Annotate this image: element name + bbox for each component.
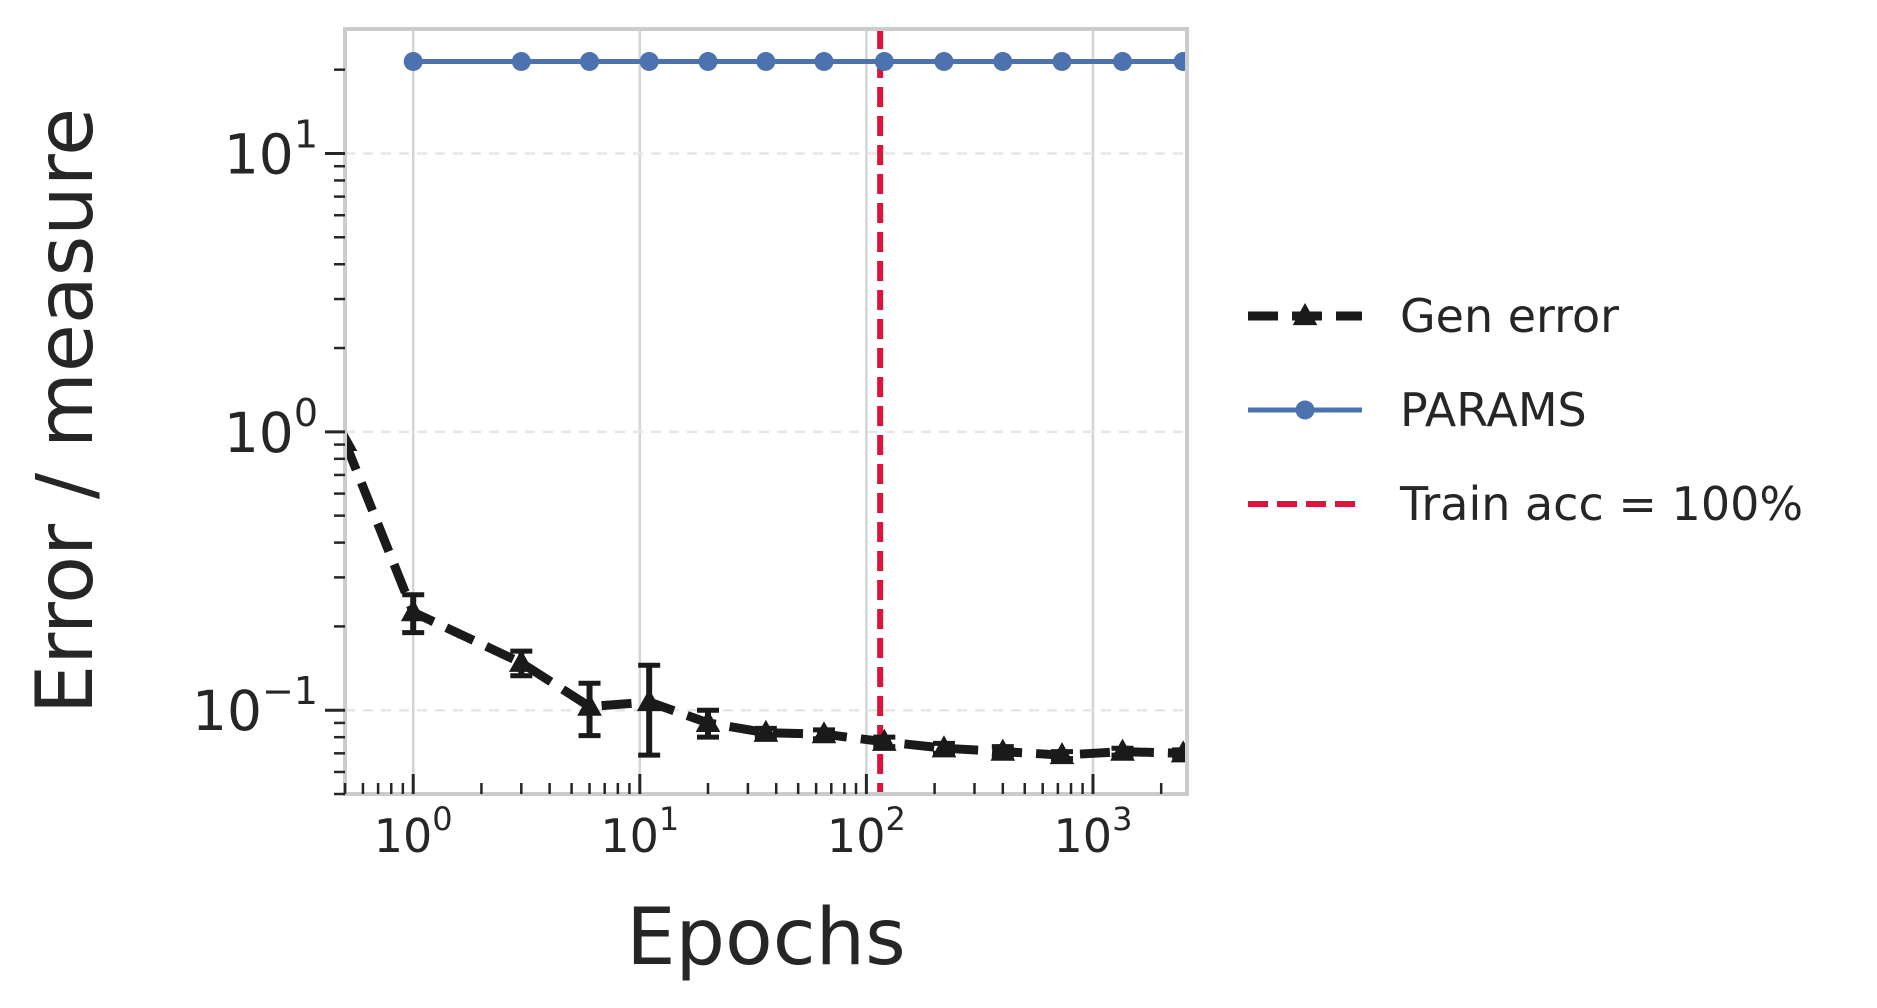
params-point xyxy=(698,51,718,71)
params-point xyxy=(756,51,776,71)
legend-label: PARAMS xyxy=(1400,383,1587,437)
gen-error-point xyxy=(636,689,662,712)
gen-error-point xyxy=(1170,740,1187,763)
gen-error-line xyxy=(345,440,1184,760)
x-tick-label: 102 xyxy=(827,800,906,863)
x-axis-label: Epochs xyxy=(626,893,905,983)
params-point xyxy=(993,51,1013,71)
grid xyxy=(345,29,1187,794)
x-tick-label: 101 xyxy=(600,800,679,863)
gen-error-point xyxy=(811,721,837,744)
legend-entry: Gen error xyxy=(1248,289,1619,343)
gen-error-point xyxy=(508,649,534,672)
legend-marker-circle xyxy=(1295,400,1315,420)
gen-error-point xyxy=(1049,742,1075,765)
gen-error-point xyxy=(753,719,779,742)
legend-entry: Train acc = 100% xyxy=(1248,477,1803,531)
legend-label: Train acc = 100% xyxy=(1399,477,1803,531)
params-point xyxy=(874,51,894,71)
params-point xyxy=(814,51,834,71)
y-tick-label: 100 xyxy=(224,391,318,465)
params-point xyxy=(934,51,954,71)
x-tick-label: 103 xyxy=(1054,800,1133,863)
legend: Gen error PARAMS Train acc = 100% xyxy=(1248,289,1803,531)
params-point xyxy=(1173,52,1187,71)
params-point xyxy=(1052,51,1072,71)
gen-error-point xyxy=(345,428,358,452)
params-point xyxy=(580,51,600,71)
legend-label: Gen error xyxy=(1400,289,1619,343)
plot-area xyxy=(345,29,1187,794)
axes-frame xyxy=(343,27,1189,796)
gen-error-point xyxy=(990,738,1016,761)
gen-error-point xyxy=(577,693,602,716)
params-point xyxy=(403,51,423,71)
params-point xyxy=(1113,51,1133,71)
params-point xyxy=(639,51,659,71)
y-axis-label: Error / measure xyxy=(21,108,111,714)
gen-error-point xyxy=(400,599,426,622)
legend-entry: PARAMS xyxy=(1248,383,1587,437)
legend-marker-triangle xyxy=(1292,303,1318,326)
plot-clip-group xyxy=(345,29,1187,794)
gen-error-point xyxy=(1110,738,1135,761)
x-tick-label: 100 xyxy=(374,800,453,863)
y-tick-label: 101 xyxy=(224,112,318,186)
y-tick-label: 10−1 xyxy=(192,669,318,743)
gen-error-point xyxy=(695,709,721,733)
gen-error-point xyxy=(931,735,957,758)
params-point xyxy=(511,51,531,71)
ticks: 100 101 102 103 10−1 100 101 xyxy=(192,68,1163,863)
gen-error-point xyxy=(871,728,897,751)
